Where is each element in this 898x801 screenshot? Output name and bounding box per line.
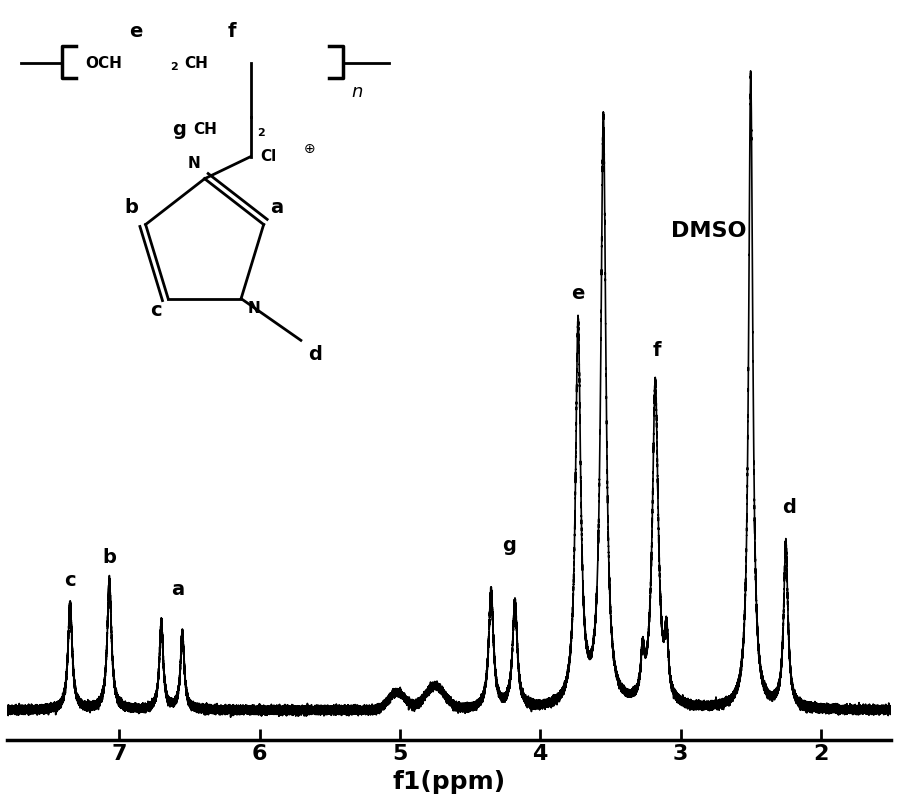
- Text: c: c: [65, 571, 76, 590]
- Text: DMSO: DMSO: [671, 221, 746, 241]
- Text: d: d: [781, 498, 796, 517]
- Text: b: b: [102, 548, 117, 567]
- X-axis label: f1(ppm): f1(ppm): [392, 770, 506, 794]
- Text: e: e: [571, 284, 585, 303]
- Text: g: g: [502, 536, 516, 555]
- Text: f: f: [653, 340, 661, 360]
- Text: a: a: [172, 580, 185, 599]
